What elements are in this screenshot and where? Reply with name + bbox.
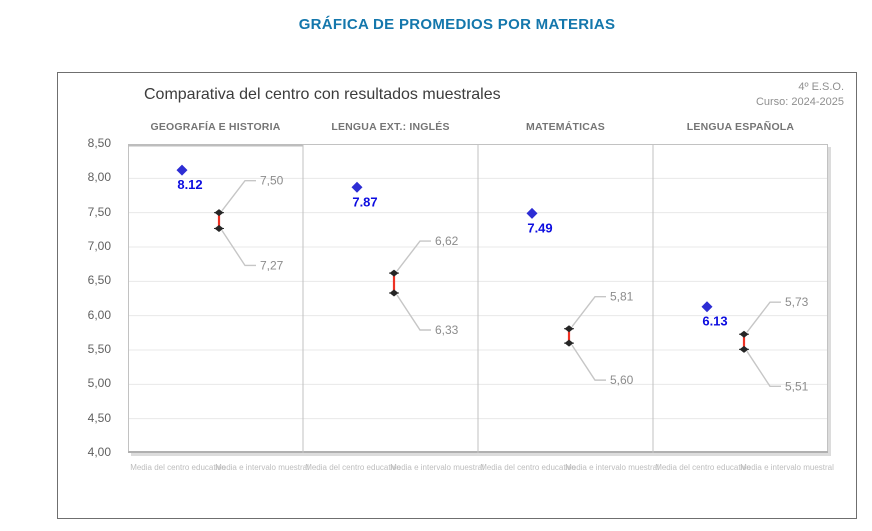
chart-title: Comparativa del centro con resultados mu… (144, 86, 501, 103)
subject-header: GEOGRAFÍA E HISTORIA (150, 121, 281, 133)
interval-cap-lower (564, 339, 574, 347)
category-label: Media del centro educativo (130, 463, 226, 472)
category-label: Media e intervalo muestral (215, 463, 309, 472)
chart-meta: 4º E.S.O. Curso: 2024-2025 (756, 80, 844, 110)
leader-line-lower (746, 350, 781, 388)
chart-card: Comparativa del centro con resultados mu… (57, 72, 857, 519)
callout-lower-label: 7,27 (260, 258, 284, 272)
interval-cap-lower (739, 345, 749, 353)
category-label: Media e intervalo muestral (565, 463, 659, 472)
interval-cap-upper (389, 269, 399, 277)
y-tick-label: 8,50 (87, 136, 111, 150)
course-label: Curso: 2024-2025 (755, 96, 844, 108)
category-label: Media del centro educativo (655, 463, 751, 472)
callout-upper-label: 7,50 (260, 174, 284, 188)
y-tick-label: 6,00 (87, 307, 111, 322)
page-title: GRÁFICA DE PROMEDIOS POR MATERIAS (298, 16, 616, 33)
leader-line-upper (221, 179, 256, 212)
y-tick-label: 7,00 (87, 239, 111, 253)
center-mean-marker (701, 301, 713, 313)
center-mean-label: 7.87 (352, 194, 377, 209)
y-tick-label: 8,00 (87, 170, 111, 185)
leader-line-upper (571, 296, 606, 328)
leader-line-upper (396, 240, 431, 272)
interval-cap-lower (389, 289, 399, 297)
y-tick-label: 7,50 (87, 204, 111, 219)
callout-upper-label: 5,81 (610, 290, 634, 304)
y-tick-label: 6,50 (87, 273, 111, 288)
subject-header: LENGUA ESPAÑOLA (686, 121, 795, 133)
center-mean-marker (351, 181, 363, 193)
category-label: Media e intervalo muestral (390, 463, 484, 472)
callout-lower-label: 5,51 (785, 379, 809, 393)
plot-area: 8.12 7,50 7,27 7.87 6,62 6,33 7.49 5,81 5,60 6.13… (128, 144, 828, 453)
callout-upper-label: 5,73 (785, 295, 809, 309)
center-mean-label: 8.12 (177, 177, 202, 192)
center-mean-label: 7.49 (527, 220, 552, 235)
category-label: Media e intervalo muestral (740, 463, 834, 472)
plot-svg: 8.12 7,50 7,27 7.87 6,62 6,33 7.49 5,81 5,60 6.13… (128, 144, 828, 453)
category-label: Media del centro educativo (480, 463, 576, 472)
interval-cap-upper (564, 325, 574, 333)
subject-header: LENGUA EXT.: INGLÉS (331, 121, 450, 133)
callout-upper-label: 6,62 (435, 234, 459, 248)
grade-label: 4º E.S.O. (798, 81, 844, 93)
subject-header: MATEMÁTICAS (526, 121, 605, 133)
leader-line-lower (396, 294, 431, 331)
y-tick-label: 5,50 (87, 342, 111, 356)
leader-line-lower (221, 230, 256, 267)
y-tick-label: 4,50 (87, 410, 111, 425)
leader-line-upper (746, 301, 781, 333)
y-tick-label: 5,00 (87, 376, 111, 391)
panel1-top-accent (128, 144, 303, 147)
y-tick-label: 4,00 (87, 445, 111, 459)
interval-cap-upper (739, 330, 749, 338)
center-mean-label: 6.13 (702, 314, 727, 329)
category-label: Media del centro educativo (305, 463, 401, 472)
callout-lower-label: 5,60 (610, 373, 634, 387)
callout-lower-label: 6,33 (435, 323, 459, 337)
interval-cap-lower (214, 224, 224, 232)
center-mean-marker (176, 164, 188, 176)
center-mean-marker (526, 207, 538, 219)
leader-line-lower (571, 344, 606, 381)
interval-cap-upper (214, 209, 224, 217)
